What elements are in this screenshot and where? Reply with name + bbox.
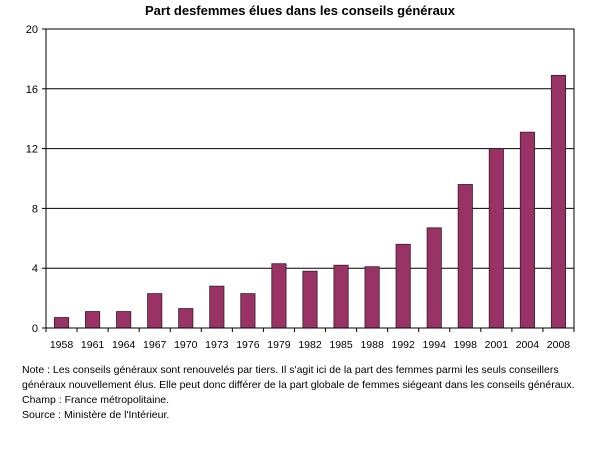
x-tick-label: 1970 <box>174 339 198 351</box>
champ-text: Champ : France métropolitaine. <box>22 394 170 406</box>
x-tick-label: 2001 <box>485 339 509 351</box>
y-tick-label: 12 <box>26 144 38 156</box>
bar-2001 <box>488 148 504 329</box>
bar-1992 <box>395 243 411 329</box>
x-tick-label: 1982 <box>298 339 322 351</box>
bars <box>53 74 567 329</box>
bar-1994 <box>426 227 442 329</box>
x-tick-label: 1992 <box>391 339 415 351</box>
x-tick-label: 1994 <box>423 339 447 351</box>
y-tick-label: 4 <box>32 263 38 275</box>
bar-1973 <box>209 285 225 329</box>
x-tick-label: 1964 <box>112 339 136 351</box>
y-tick-label: 8 <box>32 203 38 215</box>
plot-area-border <box>45 28 575 329</box>
x-tick-label: 1973 <box>205 339 229 351</box>
bar-1985 <box>333 264 349 329</box>
bar-1961 <box>85 311 101 329</box>
x-tick-label: 1979 <box>267 339 291 351</box>
x-tick-label: 2008 <box>547 339 571 351</box>
bar-2008 <box>550 74 567 329</box>
x-tick-label: 1985 <box>329 339 353 351</box>
bar-1970 <box>178 308 194 329</box>
x-tick-label: 1998 <box>454 339 478 351</box>
y-tick-label: 0 <box>32 323 38 335</box>
x-tick-label: 1961 <box>81 339 105 351</box>
y-tick-label: 20 <box>26 24 38 36</box>
x-tick-label: 1988 <box>360 339 384 351</box>
bar-1964 <box>116 311 132 329</box>
bar-1976 <box>240 293 256 329</box>
bar-2004 <box>519 131 535 329</box>
source-text: Source : Ministère de l'Intérieur. <box>22 409 170 421</box>
x-tick-label: 1976 <box>236 339 260 351</box>
x-tick-labels: 1958 1961 1964 1967 1970 1973 1976 1979 1982 1985… <box>50 339 570 351</box>
bar-1982 <box>302 270 318 329</box>
note-text: Note : Les conseils généraux sont renouv… <box>22 364 575 391</box>
x-tick-label: 1967 <box>143 339 167 351</box>
y-tick-label: 16 <box>26 84 38 96</box>
x-tick-label: 2004 <box>516 339 540 351</box>
bar-1958 <box>53 317 70 329</box>
axes <box>42 28 575 332</box>
x-tick-label: 1958 <box>50 339 74 351</box>
bar-1998 <box>457 184 473 329</box>
chart-title: Part desfemmes élues dans les conseils g… <box>145 3 455 18</box>
notes: Note : Les conseils généraux sont renouv… <box>22 363 582 423</box>
bar-1988 <box>364 266 380 329</box>
bar-1967 <box>147 293 163 329</box>
y-tick-labels: 0 4 8 12 16 20 <box>26 24 38 335</box>
bar-1979 <box>271 263 287 329</box>
